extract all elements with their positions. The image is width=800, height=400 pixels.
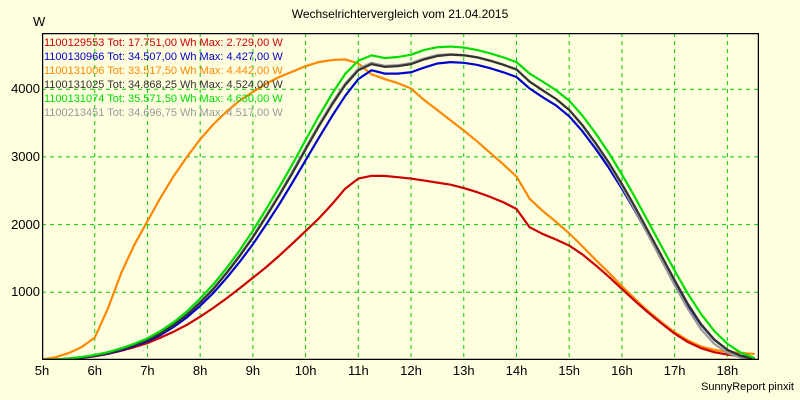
x-tick-label: 9h bbox=[245, 363, 261, 378]
y-tick-label: 1000 bbox=[11, 284, 40, 300]
x-tick-label: 14h bbox=[505, 363, 528, 378]
legend-row-1100129553: 1100129553 Tot: 17.751,00 Wh Max: 2.729,… bbox=[44, 37, 283, 49]
legend-row-1100213451: 1100213451 Tot: 34.696,75 Wh Max: 4.517,… bbox=[44, 107, 283, 119]
x-tick-label: 18h bbox=[716, 363, 739, 378]
y-tick-label: 4000 bbox=[11, 81, 40, 97]
x-tick-label: 7h bbox=[140, 363, 155, 378]
legend-row-1100130966: 1100130966 Tot: 34.507,00 Wh Max: 4.427,… bbox=[44, 51, 283, 63]
series-line-1100131074 bbox=[42, 45, 755, 360]
legend-row-1100131006: 1100131006 Tot: 33.517,50 Wh Max: 4.442,… bbox=[44, 65, 283, 77]
series-line-1100131025 bbox=[42, 53, 755, 360]
footer-credit: SunnyReport pinxit bbox=[701, 381, 794, 393]
x-tick-label: 15h bbox=[558, 363, 581, 378]
y-tick-label: 2000 bbox=[11, 216, 40, 232]
x-tick-label: 8h bbox=[192, 363, 208, 378]
chart-title: Wechselrichtervergleich vom 21.04.2015 bbox=[291, 7, 509, 21]
legend-row-1100131074: 1100131074 Tot: 35.571,50 Wh Max: 4.630,… bbox=[44, 93, 283, 105]
x-tick-label: 6h bbox=[87, 363, 102, 378]
series-line-1100129553 bbox=[42, 174, 755, 360]
chart-plot-svg bbox=[42, 33, 759, 360]
x-tick-label: 12h bbox=[400, 363, 422, 378]
chart-legend: 1100129553 Tot: 17.751,00 Wh Max: 2.729,… bbox=[44, 36, 283, 120]
x-tick-label: 17h bbox=[663, 363, 686, 378]
x-tick-label: 11h bbox=[347, 363, 369, 378]
y-axis-unit-label: W bbox=[33, 14, 46, 29]
x-tick-label: 10h bbox=[294, 363, 317, 378]
x-tick-label: 16h bbox=[611, 363, 633, 378]
y-tick-label: 3000 bbox=[11, 148, 40, 164]
plot-area bbox=[42, 33, 759, 360]
x-tick-label: 13h bbox=[452, 363, 475, 378]
x-tick-label: 5h bbox=[34, 363, 50, 378]
series-line-1100131006 bbox=[42, 58, 755, 360]
legend-row-1100131025: 1100131025 Tot: 34.868,25 Wh Max: 4.524,… bbox=[44, 79, 283, 91]
